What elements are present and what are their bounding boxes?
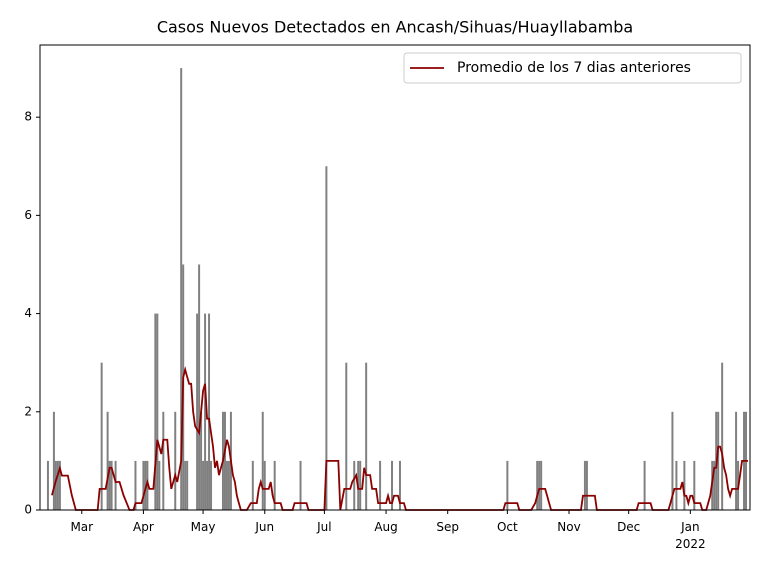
bar	[671, 411, 674, 510]
bar	[156, 313, 159, 510]
bar	[735, 411, 738, 510]
bar	[359, 460, 362, 510]
bar	[693, 460, 696, 510]
bar	[540, 460, 543, 510]
y-tick-label: 4	[24, 306, 32, 320]
bar	[56, 460, 59, 510]
axes-frame	[39, 44, 751, 511]
x-tick-label: Jan 2022	[675, 520, 706, 551]
bar	[223, 411, 226, 510]
bar	[196, 313, 199, 510]
bar	[263, 460, 266, 510]
legend-box	[403, 52, 742, 84]
bar	[162, 411, 165, 510]
x-tick-label: Sep	[436, 520, 459, 534]
bar	[536, 460, 539, 510]
bar	[186, 460, 189, 510]
bar	[538, 460, 541, 510]
bar	[114, 460, 117, 510]
bar	[52, 411, 55, 510]
bar	[142, 460, 145, 510]
bar	[198, 264, 201, 510]
bar	[180, 68, 183, 511]
bar	[585, 460, 588, 510]
bar	[158, 460, 161, 510]
x-tick-label: Jul	[316, 520, 331, 534]
bar	[325, 166, 328, 510]
bar	[398, 460, 401, 510]
bar	[134, 460, 137, 510]
bar	[391, 460, 394, 510]
bar	[174, 411, 177, 510]
bar	[227, 460, 230, 510]
x-tick-label: Aug	[374, 520, 397, 534]
bar	[353, 460, 356, 510]
bar	[110, 460, 113, 510]
y-tick-label: 0	[24, 503, 32, 517]
bar	[54, 460, 57, 510]
x-tick-label: Nov	[557, 520, 580, 534]
bar	[379, 460, 382, 510]
bar	[273, 460, 276, 510]
bar	[184, 460, 187, 510]
x-tick-label: Oct	[497, 520, 518, 534]
bar	[58, 460, 61, 510]
legend-label: Promedio de los 7 dias anteriores	[457, 60, 691, 76]
x-tick-label: Dec	[617, 520, 640, 534]
bar	[146, 460, 149, 510]
y-tick-label: 2	[24, 404, 32, 418]
bar	[106, 411, 109, 510]
bar	[251, 460, 254, 510]
bar	[206, 460, 209, 510]
x-tick-label: Jun	[254, 520, 274, 534]
bar	[583, 460, 586, 510]
bar	[721, 362, 724, 510]
bar	[717, 411, 720, 510]
bar	[144, 460, 147, 510]
x-tick-label: May	[191, 520, 216, 534]
y-tick-label: 8	[24, 110, 32, 124]
bar	[643, 460, 646, 510]
bar	[204, 313, 207, 510]
bar	[675, 460, 678, 510]
bar	[154, 313, 157, 510]
chart-title: Casos Nuevos Detectados en Ancash/Sihuas…	[157, 18, 633, 37]
bar	[202, 460, 205, 510]
bar	[299, 460, 302, 510]
bar	[210, 460, 213, 510]
bar	[365, 362, 368, 510]
bar	[345, 362, 348, 510]
x-tick-label: Mar	[70, 520, 93, 534]
bar	[713, 460, 716, 510]
bar	[200, 411, 203, 510]
bar	[100, 362, 103, 510]
bar	[108, 460, 111, 510]
x-tick-label: Apr	[133, 520, 154, 534]
bar	[683, 460, 686, 510]
bar	[506, 460, 509, 510]
bar	[225, 460, 228, 510]
bar	[261, 411, 264, 510]
bar	[46, 460, 49, 510]
y-tick-label: 6	[24, 208, 32, 222]
bar	[208, 313, 211, 510]
